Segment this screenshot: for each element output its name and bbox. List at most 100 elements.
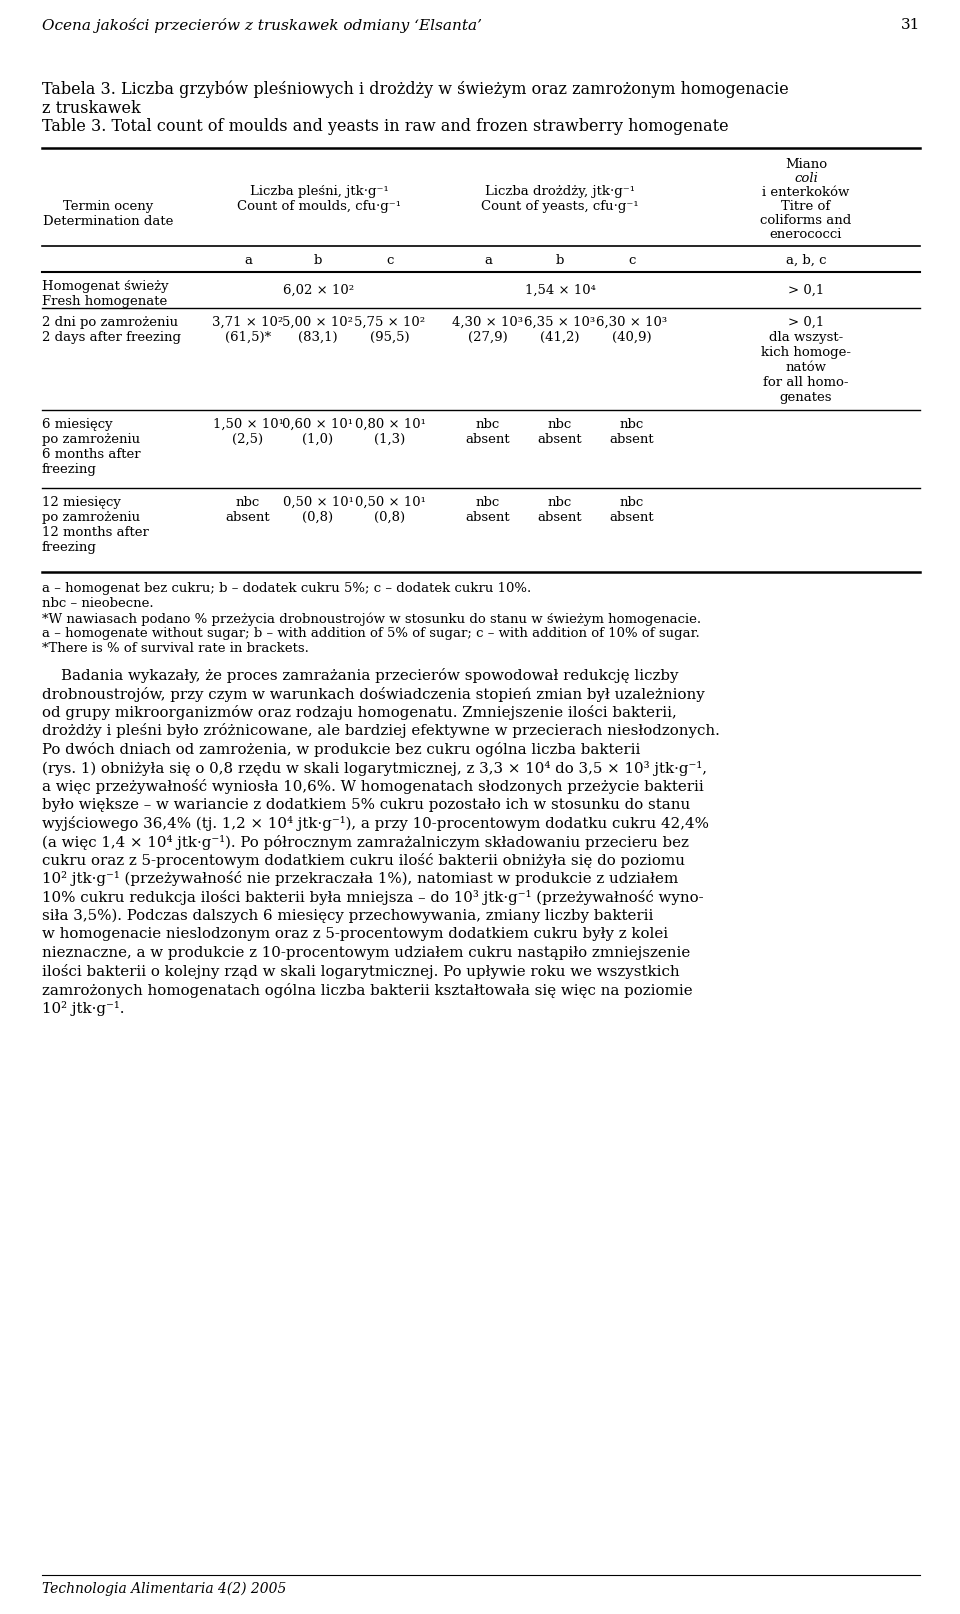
Text: 0,50 × 10¹: 0,50 × 10¹: [354, 495, 425, 508]
Text: 0,80 × 10¹: 0,80 × 10¹: [354, 418, 425, 431]
Text: dla wszyst-: dla wszyst-: [769, 331, 843, 344]
Text: siła 3,5%). Podczas dalszych 6 miesięcy przechowywania, zmiany liczby bakterii: siła 3,5%). Podczas dalszych 6 miesięcy …: [42, 909, 654, 923]
Text: nieznaczne, a w produkcie z 10-procentowym udziałem cukru nastąpiło zmniejszenie: nieznaczne, a w produkcie z 10-procentow…: [42, 946, 690, 959]
Text: (1,0): (1,0): [302, 433, 333, 445]
Text: (0,8): (0,8): [302, 512, 333, 525]
Text: nbc – nieobecne.: nbc – nieobecne.: [42, 597, 154, 610]
Text: 0,50 × 10¹: 0,50 × 10¹: [282, 495, 353, 508]
Text: c: c: [386, 253, 394, 266]
Text: Count of moulds, cfu·g⁻¹: Count of moulds, cfu·g⁻¹: [237, 200, 401, 213]
Text: 2 dni po zamrożeniu: 2 dni po zamrożeniu: [42, 316, 179, 329]
Text: Miano: Miano: [785, 158, 828, 171]
Text: Po dwóch dniach od zamrożenia, w produkcie bez cukru ogólna liczba bakterii: Po dwóch dniach od zamrożenia, w produkc…: [42, 742, 640, 757]
Text: a: a: [244, 253, 252, 266]
Text: enerococci: enerococci: [770, 228, 842, 240]
Text: Liczba pleśni, jtk·g⁻¹: Liczba pleśni, jtk·g⁻¹: [250, 186, 389, 199]
Text: a, b, c: a, b, c: [785, 253, 827, 266]
Text: 6,35 × 10³: 6,35 × 10³: [524, 316, 595, 329]
Text: (0,8): (0,8): [374, 512, 405, 525]
Text: a: a: [484, 253, 492, 266]
Text: Fresh homogenate: Fresh homogenate: [42, 295, 167, 308]
Text: natów: natów: [785, 362, 827, 374]
Text: for all homo-: for all homo-: [763, 376, 849, 389]
Text: freezing: freezing: [42, 463, 97, 476]
Text: a – homogenate without sugar; b – with addition of 5% of sugar; c – with additio: a – homogenate without sugar; b – with a…: [42, 626, 700, 641]
Text: nbc: nbc: [236, 495, 260, 508]
Text: (41,2): (41,2): [540, 331, 580, 344]
Text: (83,1): (83,1): [299, 331, 338, 344]
Text: Badania wykazały, że proces zamrażania przecierów spowodował redukcję liczby: Badania wykazały, że proces zamrażania p…: [42, 668, 679, 683]
Text: wyjściowego 36,4% (tj. 1,2 × 10⁴ jtk·g⁻¹), a przy 10-procentowym dodatku cukru 4: wyjściowego 36,4% (tj. 1,2 × 10⁴ jtk·g⁻¹…: [42, 817, 709, 831]
Text: absent: absent: [538, 512, 583, 525]
Text: (2,5): (2,5): [232, 433, 264, 445]
Text: c: c: [628, 253, 636, 266]
Text: > 0,1: > 0,1: [788, 284, 824, 297]
Text: cukru oraz z 5-procentowym dodatkiem cukru ilość bakterii obniżyła się do poziom: cukru oraz z 5-procentowym dodatkiem cuk…: [42, 854, 685, 868]
Text: Tabela 3. Liczba grzybów pleśniowych i drożdży w świeżym oraz zamrożonym homogen: Tabela 3. Liczba grzybów pleśniowych i d…: [42, 81, 789, 97]
Text: nbc: nbc: [620, 495, 644, 508]
Text: 1,50 × 10¹: 1,50 × 10¹: [212, 418, 283, 431]
Text: coliforms and: coliforms and: [760, 215, 852, 228]
Text: nbc: nbc: [476, 495, 500, 508]
Text: nbc: nbc: [620, 418, 644, 431]
Text: absent: absent: [466, 433, 511, 445]
Text: 12 miesięcy: 12 miesięcy: [42, 495, 121, 508]
Text: a więc przeżywałność wyniosła 10,6%. W homogenatach słodzonych przeżycie bakteri: a więc przeżywałność wyniosła 10,6%. W h…: [42, 780, 704, 794]
Text: było większe – w wariancie z dodatkiem 5% cukru pozostało ich w stosunku do stan: było większe – w wariancie z dodatkiem 5…: [42, 797, 690, 812]
Text: freezing: freezing: [42, 541, 97, 554]
Text: nbc: nbc: [548, 418, 572, 431]
Text: 10² jtk·g⁻¹.: 10² jtk·g⁻¹.: [42, 1001, 125, 1015]
Text: 3,71 × 10²: 3,71 × 10²: [212, 316, 283, 329]
Text: > 0,1: > 0,1: [788, 316, 824, 329]
Text: *W nawiasach podano % przeżycia drobnoustrojów w stosunku do stanu w świeżym hom: *W nawiasach podano % przeżycia drobnous…: [42, 612, 701, 626]
Text: 6,02 × 10²: 6,02 × 10²: [283, 284, 354, 297]
Text: coli: coli: [794, 173, 818, 186]
Text: ilości bakterii o kolejny rząd w skali logarytmicznej. Po upływie roku we wszyst: ilości bakterii o kolejny rząd w skali l…: [42, 964, 680, 980]
Text: (61,5)*: (61,5)*: [225, 331, 271, 344]
Text: nbc: nbc: [548, 495, 572, 508]
Text: Ocena jakości przecierów z truskawek odmiany ‘Elsanta’: Ocena jakości przecierów z truskawek odm…: [42, 18, 482, 32]
Text: 6 months after: 6 months after: [42, 449, 140, 462]
Text: (rys. 1) obniżyła się o 0,8 rzędu w skali logarytmicznej, z 3,3 × 10⁴ do 3,5 × 1: (rys. 1) obniżyła się o 0,8 rzędu w skal…: [42, 760, 707, 775]
Text: z truskawek: z truskawek: [42, 100, 141, 116]
Text: 6 miesięcy: 6 miesięcy: [42, 418, 112, 431]
Text: 6,30 × 10³: 6,30 × 10³: [596, 316, 667, 329]
Text: po zamrożeniu: po zamrożeniu: [42, 512, 140, 525]
Text: nbc: nbc: [476, 418, 500, 431]
Text: *There is % of survival rate in brackets.: *There is % of survival rate in brackets…: [42, 642, 309, 655]
Text: Liczba drożdży, jtk·g⁻¹: Liczba drożdży, jtk·g⁻¹: [485, 186, 635, 199]
Text: (27,9): (27,9): [468, 331, 508, 344]
Text: b: b: [556, 253, 564, 266]
Text: 1,54 × 10⁴: 1,54 × 10⁴: [524, 284, 595, 297]
Text: (40,9): (40,9): [612, 331, 652, 344]
Text: 5,75 × 10²: 5,75 × 10²: [354, 316, 425, 329]
Text: 4,30 × 10³: 4,30 × 10³: [452, 316, 523, 329]
Text: Determination date: Determination date: [43, 215, 173, 228]
Text: po zamrożeniu: po zamrożeniu: [42, 433, 140, 445]
Text: 0,60 × 10¹: 0,60 × 10¹: [282, 418, 353, 431]
Text: absent: absent: [226, 512, 271, 525]
Text: 2 days after freezing: 2 days after freezing: [42, 331, 181, 344]
Text: kich homoge-: kich homoge-: [761, 345, 851, 358]
Text: 5,00 × 10²: 5,00 × 10²: [282, 316, 353, 329]
Text: od grupy mikroorganizmów oraz rodzaju homogenatu. Zmniejszenie ilości bakterii,: od grupy mikroorganizmów oraz rodzaju ho…: [42, 705, 677, 720]
Text: 12 months after: 12 months after: [42, 526, 149, 539]
Text: (a więc 1,4 × 10⁴ jtk·g⁻¹). Po półrocznym zamrażalniczym składowaniu przecieru b: (a więc 1,4 × 10⁴ jtk·g⁻¹). Po półroczny…: [42, 834, 689, 849]
Text: genates: genates: [780, 391, 832, 404]
Text: Homogenat świeży: Homogenat świeży: [42, 279, 169, 294]
Text: Technologia Alimentaria 4(2) 2005: Technologia Alimentaria 4(2) 2005: [42, 1582, 286, 1596]
Text: 10² jtk·g⁻¹ (przeżywałność nie przekraczała 1%), natomiast w produkcie z udziałe: 10² jtk·g⁻¹ (przeżywałność nie przekracz…: [42, 872, 679, 886]
Text: i enterkoków: i enterkoków: [762, 186, 850, 199]
Text: absent: absent: [466, 512, 511, 525]
Text: b: b: [314, 253, 323, 266]
Text: 10% cukru redukcja ilości bakterii była mniejsza – do 10³ jtk·g⁻¹ (przeżywałność: 10% cukru redukcja ilości bakterii była …: [42, 889, 704, 905]
Text: (1,3): (1,3): [374, 433, 406, 445]
Text: absent: absent: [538, 433, 583, 445]
Text: 31: 31: [900, 18, 920, 32]
Text: zamrożonych homogenatach ogólna liczba bakterii kształtowała się więc na poziomi: zamrożonych homogenatach ogólna liczba b…: [42, 983, 692, 997]
Text: absent: absent: [610, 433, 655, 445]
Text: (95,5): (95,5): [371, 331, 410, 344]
Text: drożdży i pleśni było zróżnicowane, ale bardziej efektywne w przecierach niesłod: drożdży i pleśni było zróżnicowane, ale …: [42, 723, 720, 739]
Text: drobnoustrojów, przy czym w warunkach doświadczenia stopień zmian był uzależnion: drobnoustrojów, przy czym w warunkach do…: [42, 686, 705, 702]
Text: absent: absent: [610, 512, 655, 525]
